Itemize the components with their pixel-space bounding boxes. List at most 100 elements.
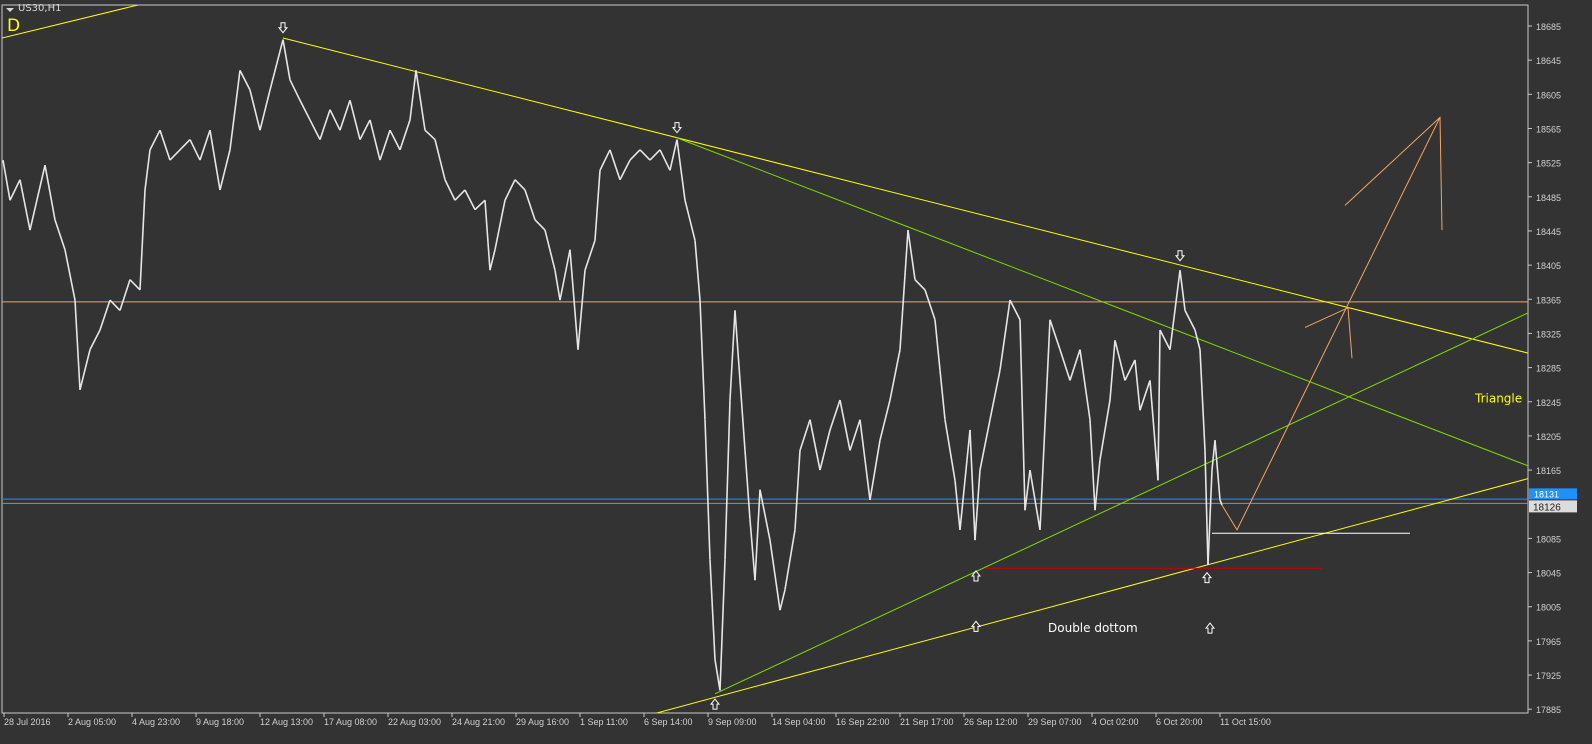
price-segment: [979, 419, 991, 471]
price-segment: [1114, 340, 1126, 381]
y-tick-label: 18165: [1536, 466, 1561, 476]
price-segment: [2, 159, 11, 201]
price-segment: [1199, 349, 1206, 451]
y-tick-label: 17925: [1536, 671, 1561, 681]
symbol-timeframe-label: US30,H1: [18, 3, 62, 14]
y-tick-label: 18645: [1536, 56, 1561, 66]
price-segment: [409, 70, 417, 121]
price-segment: [1139, 380, 1151, 411]
price-segment: [794, 450, 801, 530]
y-tick-label: 18565: [1536, 124, 1561, 134]
yellow-trendline: [654, 478, 1528, 713]
price-segment: [169, 149, 181, 161]
price-segment: [954, 480, 961, 530]
price-segment: [534, 219, 546, 231]
x-tick-label: 24 Aug 21:00: [452, 717, 505, 727]
price-segment: [619, 159, 631, 181]
bid-price-label: 18126: [1533, 502, 1561, 513]
price-segment: [1059, 349, 1071, 381]
plot-area[interactable]: [1, 4, 1529, 714]
price-segment: [1019, 319, 1026, 511]
price-segment: [149, 129, 161, 151]
price-segment: [434, 139, 446, 180]
y-tick-label: 17965: [1536, 637, 1561, 647]
projection-path: [1344, 116, 1443, 231]
price-segment: [454, 189, 466, 201]
price-segment: [1149, 380, 1159, 481]
price-segment: [729, 310, 736, 401]
price-segment: [629, 149, 641, 161]
x-tick-label: 29 Aug 16:00: [516, 717, 569, 727]
bid-price-tag: [1529, 500, 1577, 513]
time-axis[interactable]: 28 Jul 2016 2 Aug 05:00 4 Aug 23:00 9 Aug 1…: [3, 713, 1271, 727]
price-segment: [1079, 349, 1091, 420]
x-tick-label: 6 Sep 14:00: [644, 717, 693, 727]
price-segment: [139, 189, 146, 290]
price-segment: [369, 119, 381, 161]
y-tick-label: 18525: [1536, 159, 1561, 169]
price-segment: [9, 179, 21, 201]
price-segment: [779, 589, 786, 611]
green-trendline: [676, 137, 1528, 467]
price-segment: [1194, 329, 1201, 350]
price-segment: [1089, 419, 1096, 511]
price-segment: [609, 149, 621, 180]
price-segment: [724, 400, 731, 560]
x-tick-label: 6 Oct 20:00: [1156, 717, 1203, 727]
price-segment: [79, 349, 91, 390]
arrow-up-icon: [1204, 622, 1216, 634]
x-tick-label: 14 Sep 04:00: [772, 717, 826, 727]
price-segment: [189, 139, 201, 161]
price-segment: [1214, 440, 1221, 501]
price-segment: [939, 370, 946, 420]
price-segment: [299, 99, 311, 121]
price-segment: [694, 240, 701, 301]
y-tick-label: 18085: [1536, 534, 1561, 544]
y-tick-label: 18285: [1536, 364, 1561, 374]
price-segment: [359, 119, 371, 140]
annotation-text: Triangle: [1474, 391, 1522, 405]
y-tick-label: 18205: [1536, 432, 1561, 442]
price-axis[interactable]: 18685 18645 18605 18565 18525 18485 18445 18405…: [1528, 22, 1577, 715]
price-segment: [219, 149, 231, 191]
y-tick-label: 18245: [1536, 398, 1561, 408]
price-segment: [924, 289, 936, 321]
price-segment: [489, 249, 496, 271]
price-segment: [1094, 459, 1101, 511]
price-segment: [559, 249, 571, 301]
price-segment: [399, 119, 411, 151]
price-segment: [1109, 340, 1116, 401]
price-segment: [1207, 470, 1213, 565]
price-segment: [989, 370, 1001, 420]
price-segment: [1184, 310, 1196, 331]
y-tick-label: 18685: [1536, 22, 1561, 32]
annotations: Triangle Double dottom: [277, 22, 1522, 710]
price-segment: [119, 279, 131, 311]
price-segment: [799, 419, 811, 451]
price-segment: [319, 109, 331, 140]
price-segment: [1029, 469, 1041, 530]
price-segment: [309, 119, 321, 140]
y-tick-label: 18005: [1536, 603, 1561, 613]
arrow-down-icon: [277, 22, 289, 34]
x-tick-label: 26 Sep 12:00: [964, 717, 1018, 727]
x-tick-label: 1 Sep 11:00: [580, 717, 628, 727]
price-segment: [669, 139, 678, 171]
y-tick-label: 18045: [1536, 569, 1561, 579]
price-segment: [676, 139, 686, 201]
price-segment: [144, 149, 151, 191]
price-segment: [19, 179, 31, 231]
price-segment: [1211, 440, 1216, 471]
x-tick-label: 4 Oct 02:00: [1092, 717, 1139, 727]
price-segment: [639, 149, 651, 161]
x-tick-label: 2 Aug 05:00: [68, 717, 116, 727]
price-segment: [749, 519, 756, 581]
price-segment: [229, 70, 241, 150]
price-segment: [869, 440, 881, 501]
price-segment: [944, 419, 956, 481]
chart-menu-caret-icon[interactable]: [6, 8, 14, 12]
price-segment: [889, 349, 901, 401]
x-tick-label: 9 Aug 18:00: [196, 717, 244, 727]
price-segment: [464, 189, 476, 210]
